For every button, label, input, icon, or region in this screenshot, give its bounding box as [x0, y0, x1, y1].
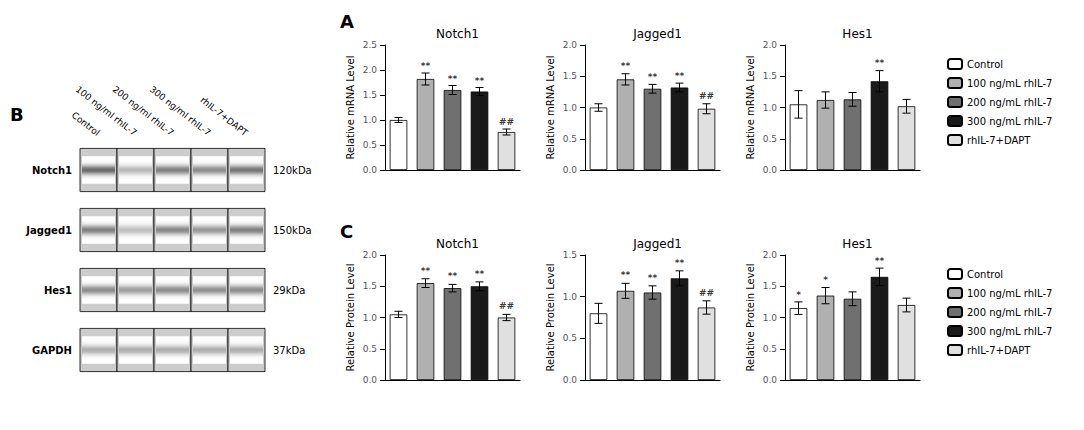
svg-text:**: ** — [621, 61, 631, 71]
svg-text:Relative mRNA Level: Relative mRNA Level — [545, 55, 556, 159]
svg-text:**: ** — [448, 271, 458, 281]
svg-text:120kDa: 120kDa — [273, 165, 312, 176]
svg-text:2.0: 2.0 — [763, 40, 778, 50]
svg-text:Relative mRNA Level: Relative mRNA Level — [745, 55, 756, 159]
svg-text:1.5: 1.5 — [763, 281, 777, 291]
svg-text:0.5: 0.5 — [763, 344, 777, 354]
svg-text:0.0: 0.0 — [363, 165, 378, 175]
svg-text:1.5: 1.5 — [363, 281, 377, 291]
svg-text:100 ng/mL rhIL-7: 100 ng/mL rhIL-7 — [967, 78, 1052, 89]
svg-text:**: ** — [648, 72, 658, 82]
svg-text:Jagged1: Jagged1 — [632, 27, 682, 41]
svg-text:0.0: 0.0 — [563, 165, 578, 175]
svg-text:2.0: 2.0 — [563, 40, 578, 50]
svg-text:**: ** — [875, 58, 885, 68]
svg-text:100 ng/ml rhIL-7: 100 ng/ml rhIL-7 — [73, 84, 139, 138]
svg-text:0.5: 0.5 — [563, 134, 577, 144]
svg-text:C: C — [340, 221, 353, 242]
svg-text:Control: Control — [967, 59, 1003, 70]
svg-text:0.5: 0.5 — [363, 344, 377, 354]
svg-text:1.5: 1.5 — [563, 71, 577, 81]
svg-text:rhIL-7+DAPT: rhIL-7+DAPT — [198, 95, 250, 138]
svg-text:**: ** — [448, 74, 458, 84]
svg-text:**: ** — [475, 269, 485, 279]
svg-text:0.0: 0.0 — [763, 375, 778, 385]
svg-text:**: ** — [675, 258, 685, 268]
svg-text:1.0: 1.0 — [563, 292, 578, 302]
svg-text:1.0: 1.0 — [763, 313, 778, 323]
svg-text:Hes1: Hes1 — [842, 27, 872, 41]
svg-text:2.0: 2.0 — [363, 65, 378, 75]
svg-text:2.0: 2.0 — [363, 250, 378, 260]
svg-text:1.0: 1.0 — [563, 103, 578, 113]
svg-text:Control: Control — [70, 110, 102, 138]
svg-text:1.5: 1.5 — [763, 71, 777, 81]
svg-text:*: * — [823, 275, 828, 285]
svg-text:200 ng/ml rhIL-7: 200 ng/ml rhIL-7 — [110, 84, 176, 138]
svg-text:0.0: 0.0 — [363, 375, 378, 385]
svg-text:B: B — [10, 104, 24, 125]
svg-text:1.0: 1.0 — [363, 313, 378, 323]
svg-text:0.0: 0.0 — [763, 165, 778, 175]
svg-text:300 ng/ml rhIL-7: 300 ng/ml rhIL-7 — [148, 84, 213, 138]
svg-text:##: ## — [499, 117, 514, 127]
svg-text:Notch1: Notch1 — [436, 237, 479, 251]
svg-text:Notch1: Notch1 — [436, 27, 479, 41]
svg-text:2.0: 2.0 — [763, 250, 778, 260]
svg-text:##: ## — [499, 301, 514, 311]
svg-text:**: ** — [875, 256, 885, 266]
svg-text:200 ng/mL rhIL-7: 200 ng/mL rhIL-7 — [967, 97, 1052, 108]
svg-text:Hes1: Hes1 — [842, 237, 872, 251]
svg-text:37kDa: 37kDa — [273, 345, 305, 356]
svg-text:1.0: 1.0 — [363, 115, 378, 125]
svg-text:**: ** — [648, 273, 658, 283]
svg-text:0.5: 0.5 — [363, 140, 377, 150]
svg-text:0.0: 0.0 — [563, 375, 578, 385]
svg-text:29kDa: 29kDa — [273, 285, 305, 296]
svg-text:Jagged1: Jagged1 — [25, 225, 72, 236]
svg-text:0.5: 0.5 — [563, 333, 577, 343]
svg-text:Relative Protein Level: Relative Protein Level — [745, 263, 756, 371]
svg-text:*: * — [796, 290, 801, 300]
svg-text:300 ng/mL rhIL-7: 300 ng/mL rhIL-7 — [967, 116, 1052, 127]
svg-text:**: ** — [421, 61, 431, 71]
svg-text:200 ng/mL rhIL-7: 200 ng/mL rhIL-7 — [967, 307, 1052, 318]
svg-text:1.5: 1.5 — [563, 250, 577, 260]
svg-text:GAPDH: GAPDH — [32, 345, 72, 356]
svg-text:Jagged1: Jagged1 — [632, 237, 682, 251]
svg-text:Control: Control — [967, 269, 1003, 280]
svg-text:0.5: 0.5 — [763, 134, 777, 144]
svg-text:##: ## — [699, 288, 714, 298]
svg-text:A: A — [340, 11, 354, 32]
svg-text:**: ** — [475, 76, 485, 86]
svg-text:Relative Protein Level: Relative Protein Level — [345, 263, 356, 371]
svg-text:**: ** — [421, 266, 431, 276]
svg-text:rhIL-7+DAPT: rhIL-7+DAPT — [967, 135, 1031, 146]
svg-text:Relative mRNA Level: Relative mRNA Level — [345, 55, 356, 159]
svg-text:1.0: 1.0 — [763, 103, 778, 113]
svg-text:Notch1: Notch1 — [32, 165, 72, 176]
svg-text:rhIL-7+DAPT: rhIL-7+DAPT — [967, 345, 1031, 356]
svg-text:150kDa: 150kDa — [273, 225, 312, 236]
svg-text:1.5: 1.5 — [363, 90, 377, 100]
svg-text:2.5: 2.5 — [363, 40, 377, 50]
svg-text:##: ## — [699, 91, 714, 101]
svg-text:100 ng/mL rhIL-7: 100 ng/mL rhIL-7 — [967, 288, 1052, 299]
svg-text:Hes1: Hes1 — [44, 285, 72, 296]
svg-text:**: ** — [621, 270, 631, 280]
svg-text:300 ng/mL rhIL-7: 300 ng/mL rhIL-7 — [967, 326, 1052, 337]
svg-text:Relative Protein Level: Relative Protein Level — [545, 263, 556, 371]
svg-text:**: ** — [675, 71, 685, 81]
